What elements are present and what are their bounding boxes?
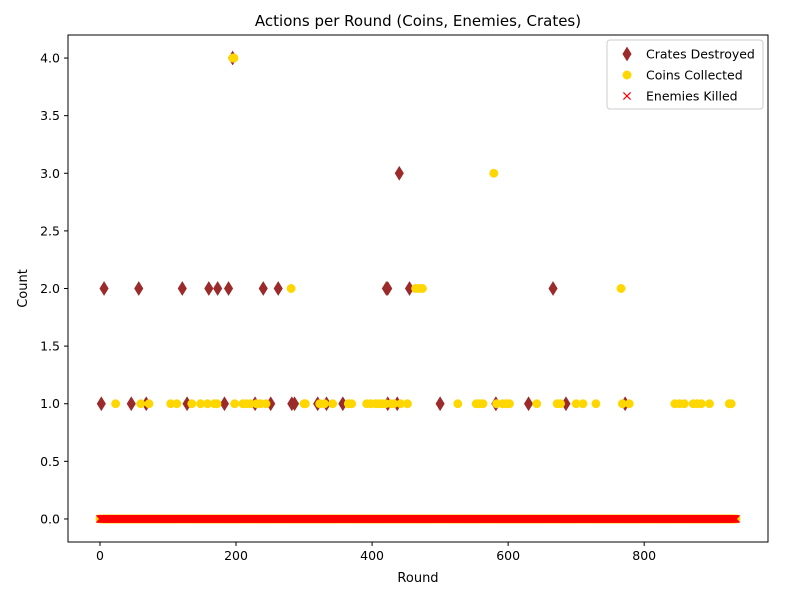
y-axis-label: Count [16, 269, 31, 308]
series-enemies-killed [95, 514, 741, 523]
legend-marker-crates [622, 46, 632, 62]
coin-point [286, 284, 296, 293]
coin-point [616, 284, 626, 293]
x-tick-label: 600 [496, 548, 520, 563]
coin-point [261, 399, 271, 409]
crate-point [223, 281, 234, 296]
enemy-point [732, 514, 741, 523]
coin-point [591, 399, 601, 409]
coin-point [300, 399, 310, 409]
legend-label: Coins Collected [646, 68, 743, 83]
coin-point [187, 399, 197, 409]
crate-point [289, 396, 300, 412]
crate-point [394, 165, 404, 181]
coin-point [229, 53, 239, 63]
coin-point [478, 399, 488, 409]
coin-point [403, 399, 412, 409]
coin-point [505, 399, 514, 409]
coin-point [136, 399, 146, 409]
crate-point [99, 281, 109, 296]
crate-point [213, 281, 223, 296]
legend-marker-enemies [622, 91, 632, 101]
plot-marks [95, 50, 741, 524]
coin-point [624, 399, 634, 409]
y-tick-label: 1.0 [40, 396, 60, 411]
crate-point [523, 396, 534, 412]
crate-point [204, 281, 214, 296]
y-tick-label: 0.5 [40, 454, 60, 469]
crate-point [435, 396, 445, 412]
chart-title: Actions per Round (Coins, Enemies, Crate… [255, 12, 581, 30]
coin-point [696, 399, 706, 409]
coin-point [532, 399, 542, 409]
x-tick-label: 400 [360, 548, 384, 563]
x-tick-label: 800 [632, 548, 656, 563]
y-tick-label: 2.0 [40, 281, 60, 296]
legend-label: Crates Destroyed [646, 47, 755, 62]
coin-point [320, 399, 329, 409]
y-tick-label: 1.5 [40, 339, 60, 354]
coin-point [144, 399, 154, 409]
coin-point [230, 399, 240, 409]
crate-point [383, 281, 393, 296]
coin-point [489, 168, 499, 178]
coin-point [726, 399, 736, 409]
coin-point [111, 399, 121, 409]
crate-point [258, 281, 268, 296]
y-tick-label: 3.0 [40, 166, 60, 181]
y-tick-label: 4.0 [40, 51, 60, 66]
axes: 0 200 400 600 800 0.0 0.5 1.0 1.5 2.0 2.5 3.0 3.5 4.0 [40, 34, 769, 563]
coin-point [556, 399, 565, 409]
coin-point [705, 399, 714, 409]
coin-point [417, 284, 427, 293]
legend-marker-coins [622, 70, 632, 80]
series-coins-collected [111, 53, 736, 409]
coin-point [347, 399, 357, 409]
crate-point [96, 396, 106, 412]
crate-point [134, 281, 144, 296]
coin-point [172, 399, 182, 409]
crate-point [273, 281, 283, 296]
coin-point [578, 399, 588, 409]
series-crates-destroyed [96, 50, 630, 412]
x-tick-label: 200 [224, 548, 248, 563]
coin-point [212, 399, 222, 409]
crate-point [126, 396, 136, 412]
crate-point [219, 396, 230, 412]
crate-point [548, 281, 558, 296]
coin-point [328, 399, 338, 409]
legend: Crates Destroyed Coins Collected Enemies K… [606, 39, 764, 110]
x-tick-label: 0 [96, 548, 104, 563]
legend-label: Enemies Killed [646, 89, 738, 104]
y-tick-label: 0.0 [40, 511, 60, 526]
y-tick-label: 2.5 [40, 223, 60, 238]
coin-point [679, 399, 689, 409]
crate-point [177, 281, 187, 296]
coin-point [453, 399, 463, 409]
legend-box [606, 39, 764, 110]
x-axis-label: Round [397, 571, 438, 586]
y-tick-label: 3.5 [40, 108, 60, 123]
